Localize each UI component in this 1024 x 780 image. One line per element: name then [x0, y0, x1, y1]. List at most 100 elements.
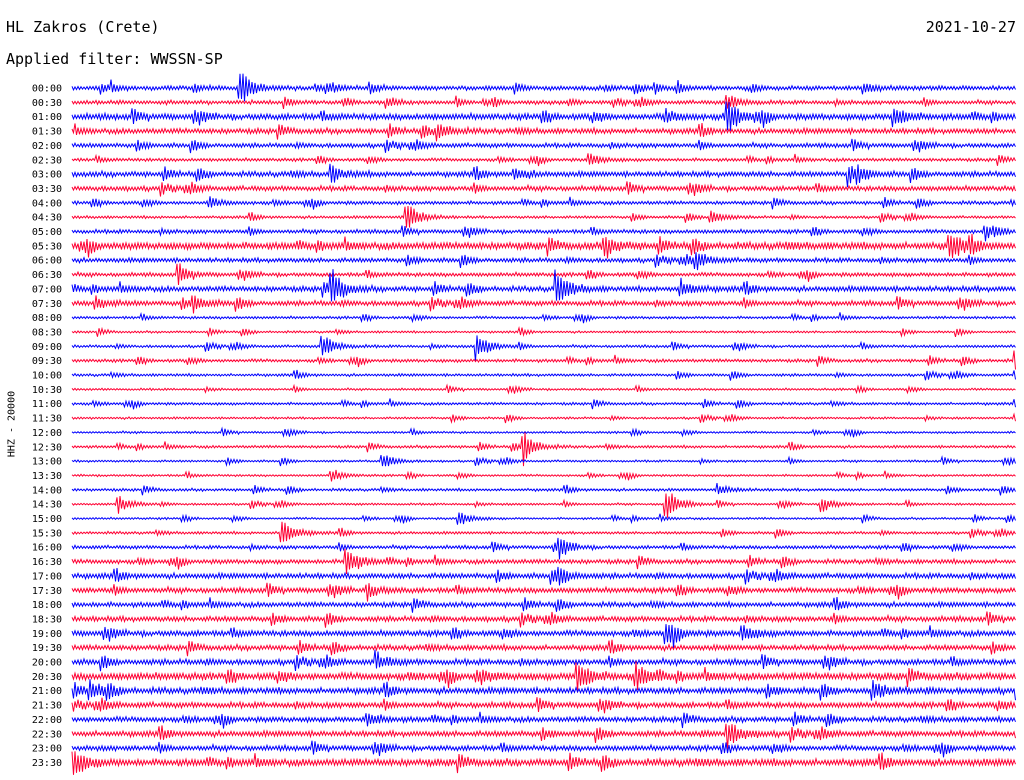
time-tick-label: 22:30 — [32, 729, 62, 740]
time-tick-label: 19:00 — [32, 629, 62, 640]
time-tick-label: 14:30 — [32, 500, 62, 511]
trace-1030 — [71, 383, 1016, 395]
trace-0030 — [71, 95, 1016, 109]
time-tick-label: 13:30 — [32, 471, 62, 482]
time-tick-label: 04:00 — [32, 198, 62, 209]
trace-2200 — [71, 711, 1016, 729]
trace-1300 — [71, 454, 1016, 467]
trace-1930 — [71, 639, 1016, 657]
time-tick-label: 18:00 — [32, 600, 62, 611]
time-tick-label: 15:30 — [32, 528, 62, 539]
time-tick-label: 23:00 — [32, 744, 62, 755]
time-tick-label: 07:00 — [32, 284, 62, 295]
time-tick-label: 18:30 — [32, 614, 62, 625]
time-tick-label: 00:30 — [32, 98, 62, 109]
trace-1000 — [71, 369, 1016, 381]
trace-1430 — [71, 493, 1016, 518]
trace-0600 — [71, 252, 1016, 271]
time-tick-label: 10:30 — [32, 385, 62, 396]
trace-0130 — [71, 123, 1016, 142]
time-tick-label: 11:00 — [32, 399, 62, 410]
trace-0000 — [71, 73, 1016, 102]
time-tick-label: 09:30 — [32, 356, 62, 367]
trace-0530 — [71, 233, 1016, 259]
time-tick-label: 16:30 — [32, 557, 62, 568]
time-tick-label: 20:00 — [32, 658, 62, 669]
time-tick-label: 23:30 — [32, 758, 62, 769]
time-tick-label: 01:30 — [32, 127, 62, 138]
time-tick-label: 12:30 — [32, 442, 62, 453]
time-tick-label: 14:00 — [32, 485, 62, 496]
trace-1800 — [71, 597, 1016, 613]
time-tick-label: 03:00 — [32, 170, 62, 181]
trace-0700 — [71, 269, 1016, 302]
trace-0900 — [71, 335, 1016, 362]
trace-1730 — [71, 582, 1016, 602]
trace-0800 — [71, 311, 1016, 324]
time-tick-label: 21:00 — [32, 686, 62, 697]
time-tick-label: 08:00 — [32, 313, 62, 324]
trace-2030 — [71, 661, 1016, 693]
trace-0630 — [71, 263, 1016, 286]
time-tick-label: 09:00 — [32, 342, 62, 353]
trace-0300 — [71, 163, 1016, 188]
time-tick-label: 05:30 — [32, 241, 62, 252]
trace-1230 — [71, 432, 1016, 467]
trace-1900 — [71, 624, 1016, 649]
time-tick-label: 02:00 — [32, 141, 62, 152]
trace-0500 — [71, 225, 1016, 242]
time-tick-label: 19:30 — [32, 643, 62, 654]
trace-2300 — [71, 740, 1016, 758]
trace-1530 — [71, 521, 1016, 543]
time-tick-label: 12:00 — [32, 428, 62, 439]
trace-1400 — [71, 483, 1016, 496]
time-tick-label: 02:30 — [32, 155, 62, 166]
trace-1130 — [71, 412, 1016, 424]
time-tick-label: 11:30 — [32, 414, 62, 425]
filter-label: Applied filter: WWSSN-SP — [6, 50, 223, 68]
trace-1830 — [71, 611, 1016, 628]
time-tick-label: 08:30 — [32, 327, 62, 338]
trace-0430 — [71, 205, 1016, 228]
time-tick-label: 21:30 — [32, 701, 62, 712]
time-tick-label: 16:00 — [32, 543, 62, 554]
trace-1200 — [71, 426, 1016, 438]
trace-2000 — [71, 649, 1016, 672]
time-tick-label: 17:00 — [32, 571, 62, 582]
trace-2330 — [71, 751, 1016, 775]
time-tick-label: 06:30 — [32, 270, 62, 281]
time-tick-label: 03:30 — [32, 184, 62, 195]
time-tick-label: 07:30 — [32, 299, 62, 310]
time-tick-label: 04:30 — [32, 213, 62, 224]
trace-0230 — [71, 153, 1016, 167]
trace-0330 — [71, 181, 1016, 197]
station-title: HL Zakros (Crete) — [6, 18, 160, 36]
trace-0830 — [71, 325, 1016, 338]
trace-1100 — [71, 398, 1016, 410]
trace-1700 — [71, 566, 1016, 586]
time-tick-label: 17:30 — [32, 586, 62, 597]
time-tick-label: 05:00 — [32, 227, 62, 238]
time-tick-label: 06:00 — [32, 256, 62, 267]
date-label: 2021-10-27 — [925, 18, 1016, 36]
time-tick-label: 13:00 — [32, 457, 62, 468]
trace-0100 — [71, 101, 1016, 131]
time-tick-label: 00:00 — [32, 84, 62, 95]
time-tick-label: 10:00 — [32, 371, 62, 382]
time-tick-label: 15:00 — [32, 514, 62, 525]
trace-0400 — [71, 196, 1016, 210]
trace-2100 — [71, 679, 1016, 701]
trace-1630 — [71, 548, 1016, 575]
trace-0730 — [71, 295, 1016, 314]
time-tick-label: 22:00 — [32, 715, 62, 726]
trace-2130 — [71, 697, 1016, 714]
time-tick-label: 01:00 — [32, 112, 62, 123]
trace-1600 — [71, 537, 1016, 560]
trace-0930 — [71, 350, 1016, 370]
time-tick-label: 20:30 — [32, 672, 62, 683]
trace-0200 — [71, 138, 1016, 154]
trace-2230 — [71, 723, 1016, 751]
trace-1330 — [71, 469, 1016, 482]
trace-1500 — [71, 512, 1016, 525]
